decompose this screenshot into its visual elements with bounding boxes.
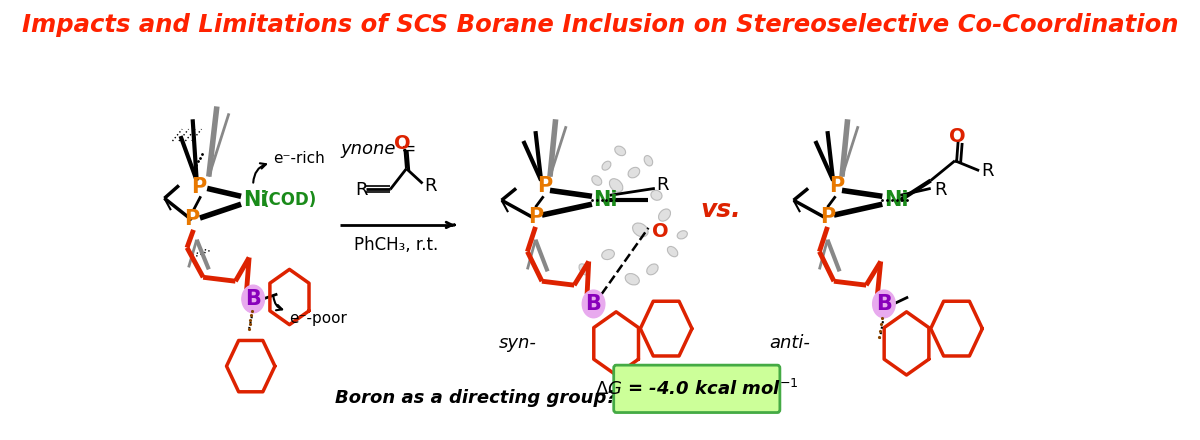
Text: Ni: Ni (244, 190, 268, 210)
Text: B: B (586, 294, 601, 314)
Text: Ni: Ni (594, 190, 618, 210)
Ellipse shape (628, 167, 640, 178)
Text: Boron as a directing group?: Boron as a directing group? (336, 389, 617, 407)
Text: vs.: vs. (701, 198, 742, 222)
Text: e⁻-poor: e⁻-poor (289, 311, 347, 326)
Text: syn-: syn- (499, 334, 538, 352)
Ellipse shape (644, 155, 653, 166)
Ellipse shape (592, 176, 601, 185)
Text: P: P (185, 209, 199, 229)
Text: e⁻-rich: e⁻-rich (274, 151, 325, 166)
Text: P: P (829, 176, 845, 196)
Ellipse shape (659, 209, 671, 221)
Text: PhCH₃, r.t.: PhCH₃, r.t. (354, 236, 438, 254)
Ellipse shape (602, 161, 611, 170)
FancyBboxPatch shape (613, 365, 780, 413)
Ellipse shape (650, 191, 662, 200)
Text: $\Delta\mathit{G}$ = -4.0 kcal mol$^{-1}$: $\Delta\mathit{G}$ = -4.0 kcal mol$^{-1}… (595, 379, 799, 399)
Ellipse shape (677, 231, 688, 239)
Text: Impacts and Limitations of SCS Borane Inclusion on Stereoselective Co-Coordinati: Impacts and Limitations of SCS Borane In… (22, 12, 1178, 37)
Ellipse shape (610, 179, 623, 192)
Text: O: O (949, 127, 966, 146)
Ellipse shape (625, 274, 640, 285)
Text: O: O (394, 135, 410, 154)
Text: B: B (245, 289, 262, 309)
Ellipse shape (578, 264, 589, 275)
Text: ynone =: ynone = (341, 140, 416, 158)
Ellipse shape (647, 264, 658, 275)
Circle shape (872, 290, 895, 318)
Text: O: O (653, 222, 670, 242)
Ellipse shape (614, 146, 625, 156)
Circle shape (582, 290, 605, 318)
Text: R: R (355, 181, 367, 199)
Text: R: R (982, 161, 994, 180)
Text: B: B (876, 294, 892, 314)
Ellipse shape (601, 249, 614, 260)
Text: anti-: anti- (769, 334, 810, 352)
Text: P: P (192, 177, 206, 198)
Text: P: P (528, 207, 544, 227)
Ellipse shape (632, 223, 648, 237)
Text: R: R (424, 177, 437, 195)
Text: P: P (538, 176, 553, 196)
Text: R: R (934, 181, 947, 199)
Text: Ni: Ni (884, 190, 908, 210)
Circle shape (242, 285, 264, 313)
Text: R: R (656, 176, 668, 194)
Text: P: P (820, 207, 835, 227)
Ellipse shape (667, 246, 678, 257)
Text: (COD): (COD) (262, 191, 317, 209)
